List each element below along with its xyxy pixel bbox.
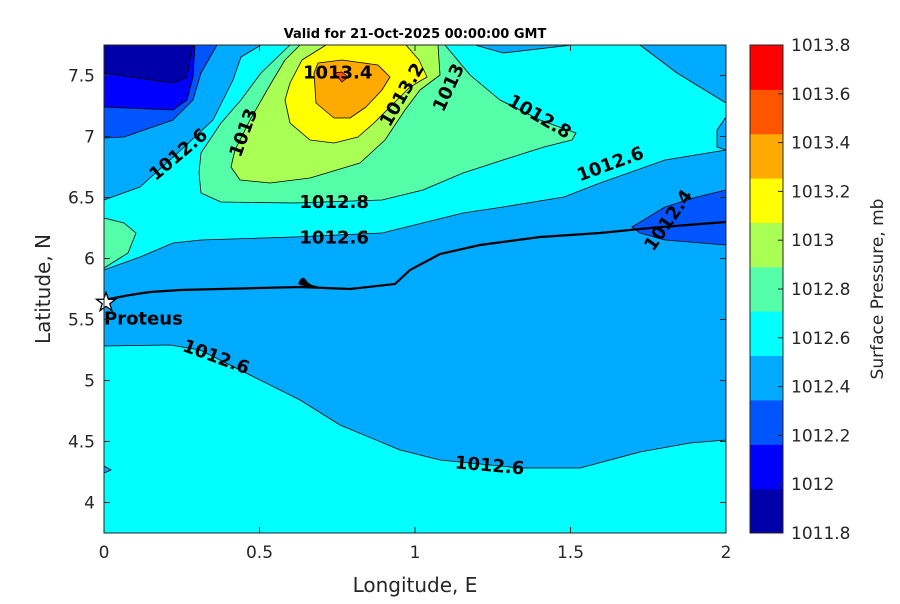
y-tick-label: 5.5 xyxy=(68,311,95,331)
contour-label: 1013.4 xyxy=(303,63,372,84)
colorbar-tick-label: 1013.6 xyxy=(791,85,850,105)
x-tick-label: 0.5 xyxy=(246,543,273,563)
chart-title: Valid for 21-Oct-2025 00:00:00 GMT xyxy=(284,27,547,42)
colorbar-band xyxy=(750,311,783,357)
colorbar-band xyxy=(750,266,783,312)
contour-region xyxy=(313,59,391,119)
colorbar-band xyxy=(750,355,783,401)
colorbar-tick-label: 1013.2 xyxy=(791,182,850,202)
contour-region xyxy=(333,71,349,83)
colorbar-band xyxy=(750,89,783,135)
contour-fills xyxy=(103,44,727,534)
colorbar-band xyxy=(750,399,783,445)
colorbar-tick-label: 1013 xyxy=(791,231,834,251)
colorbar-tick-label: 1011.8 xyxy=(791,524,850,544)
colorbar-tick-label: 1012 xyxy=(791,475,834,495)
x-tick-label: 1 xyxy=(410,543,421,563)
y-tick-label: 4.5 xyxy=(68,433,95,453)
y-tick-label: 6.5 xyxy=(68,189,95,209)
colorbar-band xyxy=(750,444,783,490)
x-tick-label: 2 xyxy=(721,543,732,563)
marker-label: Proteus xyxy=(104,308,183,329)
colorbar-band xyxy=(750,178,783,223)
colorbar-tick-label: 1012.8 xyxy=(791,280,850,300)
y-tick-label: 7.5 xyxy=(68,67,95,87)
contour-label: 1012.6 xyxy=(299,227,368,248)
y-axis-label: Latitude, N xyxy=(31,234,55,344)
colorbar-band xyxy=(750,488,783,534)
star-icon xyxy=(94,290,118,313)
contour-label: 1012.8 xyxy=(299,192,368,213)
x-tick-label: 0 xyxy=(99,543,110,563)
y-tick-label: 7 xyxy=(84,128,95,148)
island-shape xyxy=(298,277,318,288)
colorbar: 1011.8 1012 1012.2 1012.4 1012.6 1012.8 1013 10… xyxy=(749,36,850,544)
location-marker: Proteus xyxy=(94,290,183,329)
y-tick-label: 4 xyxy=(84,494,95,514)
x-axis-label: Longitude, E xyxy=(353,573,478,597)
colorbar-tick-label: 1013.4 xyxy=(791,134,850,154)
colorbar-band xyxy=(750,133,783,179)
x-axis-ticks: 0 0.5 1 1.5 2 xyxy=(99,45,732,563)
x-tick-label: 1.5 xyxy=(557,543,584,563)
coastline xyxy=(103,220,727,302)
colorbar-tick-label: 1012.4 xyxy=(791,378,850,398)
y-tick-label: 6 xyxy=(84,250,95,270)
colorbar-tick-label: 1013.8 xyxy=(791,36,850,56)
colorbar-label: Surface Pressure, mb xyxy=(868,199,888,380)
y-tick-label: 5 xyxy=(84,372,95,392)
y-axis-ticks: 4 4.5 5 5.5 6 6.5 7 7.5 xyxy=(68,67,726,514)
colorbar-band xyxy=(750,222,783,268)
coastline-path xyxy=(103,220,727,302)
colorbar-tick-label: 1012.6 xyxy=(791,329,850,349)
colorbar-band xyxy=(750,45,783,90)
colorbar-tick-label: 1012.2 xyxy=(791,426,850,446)
